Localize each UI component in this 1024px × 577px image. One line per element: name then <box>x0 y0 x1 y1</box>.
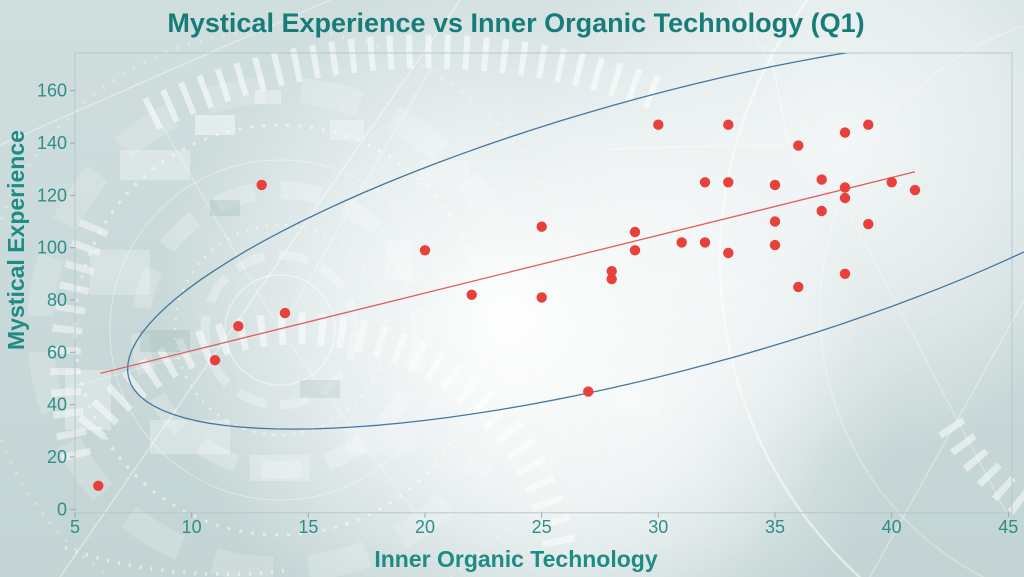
data-point <box>839 182 851 193</box>
hud-blocks-pattern <box>65 90 660 481</box>
hud-rings-pattern <box>0 28 582 577</box>
data-point <box>699 177 711 188</box>
data-point <box>863 119 874 130</box>
data-point <box>536 221 547 232</box>
y-tick-label: 40 <box>47 395 67 415</box>
data-point <box>256 179 267 191</box>
data-point <box>536 292 547 303</box>
y-tick-label: 160 <box>37 81 67 101</box>
data-point <box>419 245 431 256</box>
x-tick-label: 30 <box>648 517 668 537</box>
data-point <box>233 321 244 332</box>
x-axis-label: Inner Organic Technology <box>374 546 657 572</box>
data-point <box>209 355 221 366</box>
data-point <box>583 386 594 397</box>
data-point <box>723 119 734 130</box>
data-point <box>839 127 851 138</box>
y-tick-label: 120 <box>37 185 67 205</box>
trend-line <box>100 171 916 374</box>
data-point <box>723 247 734 259</box>
plot-spines <box>74 52 1013 514</box>
hud-large-circles-pattern <box>718 0 1024 577</box>
y-tick-label: 140 <box>37 133 67 153</box>
data-points <box>93 119 921 491</box>
y-tick-label: 60 <box>47 342 67 362</box>
data-point <box>606 273 617 285</box>
x-tick-label: 15 <box>298 517 318 537</box>
hud-bar-arcs-pattern <box>50 34 1024 577</box>
x-tick-label: 45 <box>998 517 1018 537</box>
data-point <box>769 216 781 227</box>
data-point <box>769 179 781 191</box>
spine-box <box>74 52 1013 514</box>
data-point <box>769 239 781 251</box>
data-point <box>909 184 921 196</box>
x-axis-ticks: 5 10 15 20 25 30 35 40 45 <box>70 512 1018 537</box>
y-axis-ticks: 0 20 40 60 80 100 120 140 160 <box>37 81 75 519</box>
x-tick-label: 10 <box>182 517 202 537</box>
data-point <box>653 119 664 130</box>
y-tick-label: 80 <box>47 290 67 310</box>
y-tick-label: 0 <box>57 499 67 519</box>
data-point <box>466 289 477 300</box>
data-point <box>723 177 734 188</box>
y-axis-label: Mystical Experience <box>3 130 29 350</box>
data-point <box>93 480 104 491</box>
x-tick-label: 40 <box>882 517 902 537</box>
hud-dark-blocks-pattern <box>140 200 340 398</box>
data-point <box>629 245 641 256</box>
confidence-ellipse <box>126 53 1024 430</box>
data-point <box>676 237 687 248</box>
y-tick-label: 20 <box>47 447 67 467</box>
x-tick-label: 5 <box>70 517 80 537</box>
data-point <box>279 307 291 319</box>
data-point <box>816 205 827 217</box>
x-tick-label: 20 <box>415 517 435 537</box>
data-point <box>793 140 804 151</box>
data-point <box>839 268 851 279</box>
data-point <box>793 281 804 293</box>
data-point <box>816 174 827 185</box>
chart-title: Mystical Experience vs Inner Organic Tec… <box>167 8 864 38</box>
x-tick-label: 35 <box>765 517 785 537</box>
data-point <box>863 218 874 230</box>
data-point <box>629 226 641 238</box>
data-point <box>886 177 897 188</box>
y-tick-label: 100 <box>37 238 67 258</box>
data-point <box>839 192 851 204</box>
data-point <box>699 237 711 248</box>
x-tick-label: 25 <box>532 517 552 537</box>
data-point <box>606 266 617 277</box>
